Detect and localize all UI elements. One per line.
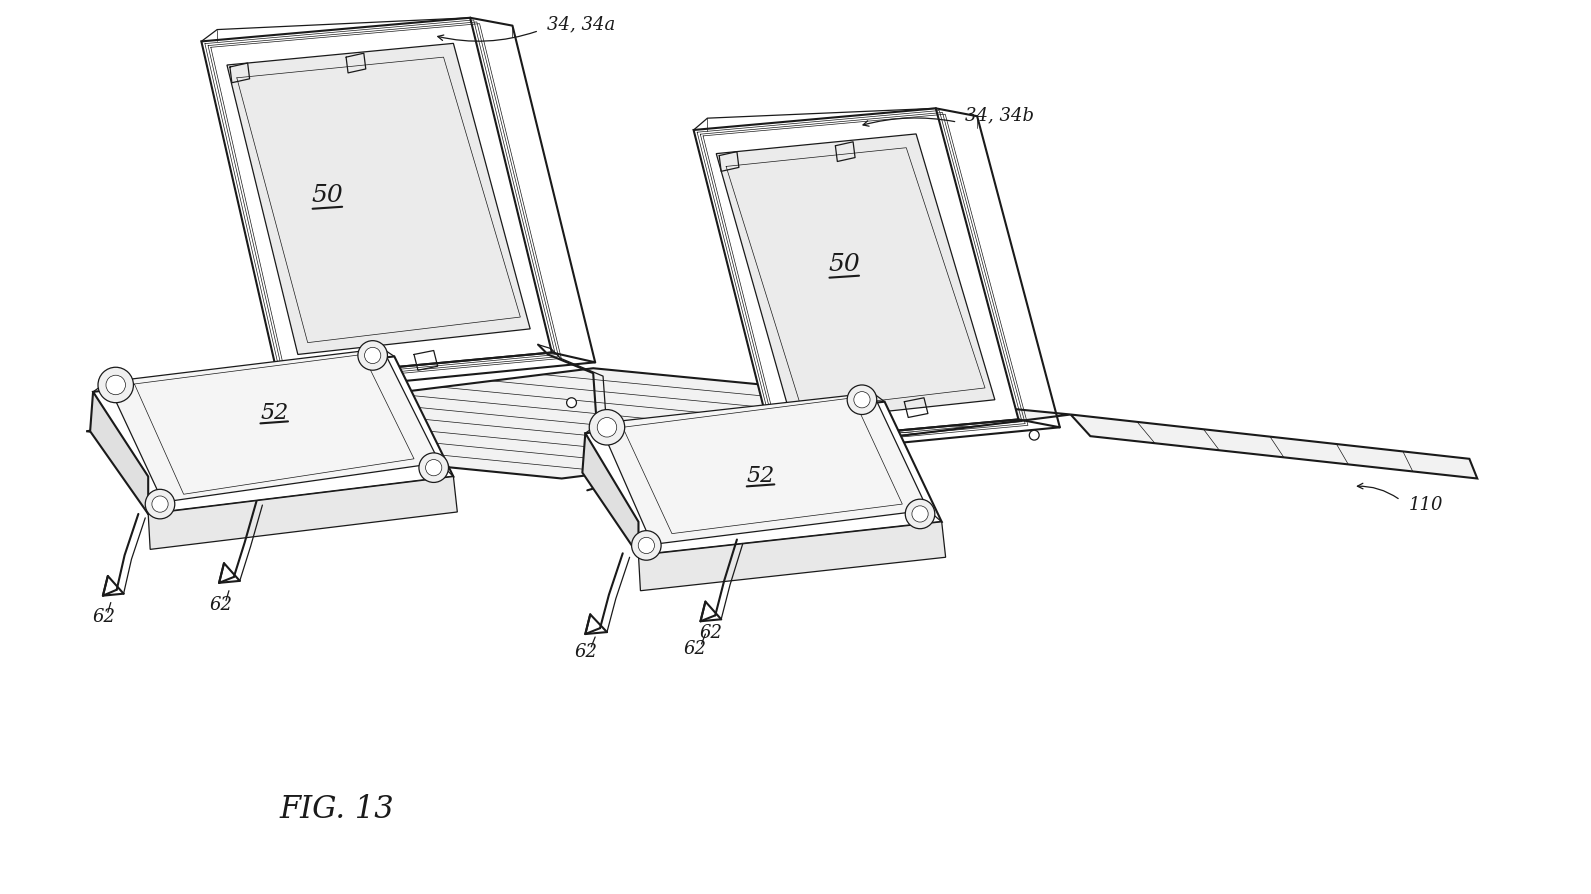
Text: 50: 50 xyxy=(829,253,861,276)
Circle shape xyxy=(364,348,380,364)
Polygon shape xyxy=(107,350,439,502)
Circle shape xyxy=(912,506,928,522)
Circle shape xyxy=(107,375,126,395)
Polygon shape xyxy=(716,135,994,422)
Polygon shape xyxy=(600,393,928,544)
Circle shape xyxy=(151,496,169,512)
Polygon shape xyxy=(92,357,453,514)
Circle shape xyxy=(905,500,936,529)
Polygon shape xyxy=(585,402,942,556)
Circle shape xyxy=(597,418,617,437)
Polygon shape xyxy=(694,109,1018,443)
Polygon shape xyxy=(228,45,530,355)
Polygon shape xyxy=(148,477,457,550)
Text: 110: 110 xyxy=(1408,495,1443,513)
Text: 50: 50 xyxy=(312,184,344,207)
Circle shape xyxy=(632,531,662,561)
Circle shape xyxy=(418,453,449,483)
Text: 62: 62 xyxy=(210,595,232,613)
Polygon shape xyxy=(582,434,638,556)
Polygon shape xyxy=(91,392,148,514)
Circle shape xyxy=(99,367,134,403)
Text: 52: 52 xyxy=(746,464,775,486)
Text: 62: 62 xyxy=(700,623,722,641)
Text: 52: 52 xyxy=(259,401,288,423)
Circle shape xyxy=(425,460,442,477)
Text: FIG. 13: FIG. 13 xyxy=(280,793,395,824)
Text: 34, 34b: 34, 34b xyxy=(966,106,1034,124)
Text: 62: 62 xyxy=(574,642,598,660)
Polygon shape xyxy=(638,522,945,591)
Circle shape xyxy=(145,490,175,519)
Circle shape xyxy=(358,342,388,371)
Polygon shape xyxy=(86,369,1071,479)
Polygon shape xyxy=(1071,415,1478,479)
Text: 62: 62 xyxy=(683,639,706,657)
Circle shape xyxy=(638,537,654,554)
Circle shape xyxy=(1029,431,1039,441)
Text: 34, 34a: 34, 34a xyxy=(547,16,616,34)
Circle shape xyxy=(589,410,625,445)
Circle shape xyxy=(566,399,576,409)
Text: 62: 62 xyxy=(92,608,116,626)
Circle shape xyxy=(846,385,877,415)
Circle shape xyxy=(854,392,870,409)
Polygon shape xyxy=(202,19,552,379)
